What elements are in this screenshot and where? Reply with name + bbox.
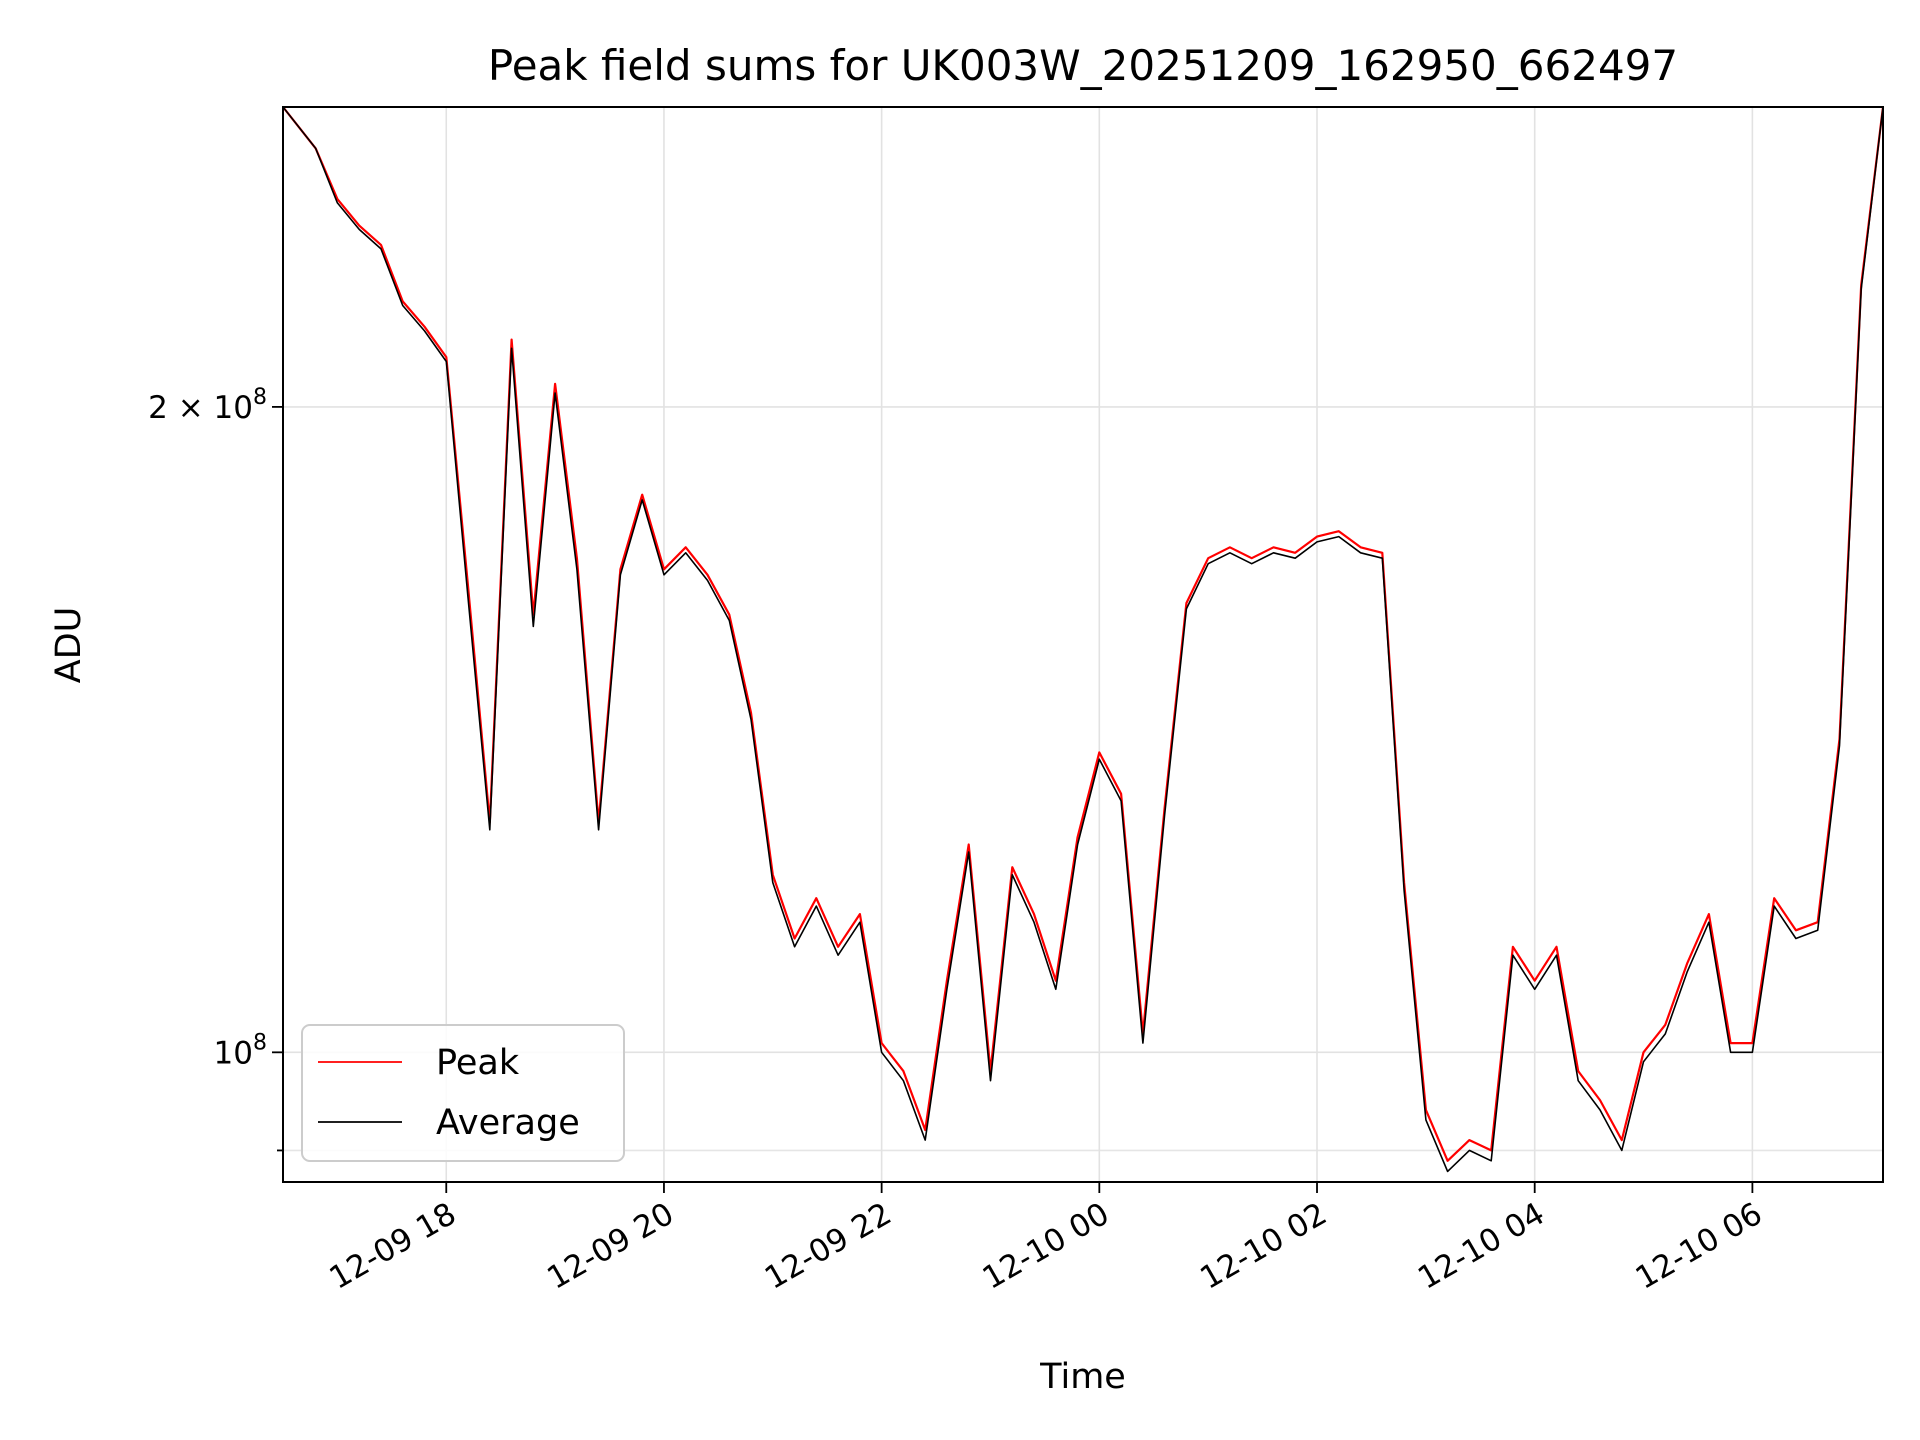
x-tick-label: 12-09 20 [541, 1196, 680, 1297]
x-tick-label: 12-09 18 [324, 1196, 463, 1297]
x-tick-label: 12-10 02 [1194, 1196, 1333, 1297]
series-lines [282, 106, 1885, 1173]
legend-label-peak: Peak [436, 1043, 520, 1083]
y-tick-base: 2 × 10 [148, 390, 253, 426]
gridlines [283, 107, 1883, 1182]
x-tick-label: 12-10 06 [1630, 1196, 1769, 1297]
x-tick-label: 12-09 22 [759, 1196, 898, 1297]
x-axis-ticks: 12-09 18 12-09 20 12-09 22 12-10 00 12-10 02… [324, 1182, 1769, 1297]
chart-title: Peak field sums for UK003W_20251209_1629… [488, 41, 1678, 90]
y-tick-exponent: 8 [253, 385, 267, 410]
legend-label-average: Average [436, 1103, 580, 1143]
y-tick-label: 108 [214, 1030, 267, 1071]
y-tick-base: 10 [214, 1035, 253, 1071]
series-line-average [282, 106, 1884, 1173]
x-tick-label: 12-10 00 [977, 1196, 1116, 1297]
y-axis-label: ADU [49, 607, 89, 684]
x-tick-label: 12-10 04 [1412, 1196, 1551, 1297]
x-axis-label: Time [1039, 1357, 1126, 1397]
y-tick-exponent: 8 [253, 1030, 267, 1055]
y-tick-label: 2 × 108 [148, 385, 267, 426]
plot-area-frame [282, 106, 1884, 1183]
series-line-peak [282, 106, 1885, 1162]
legend-box [301, 1024, 625, 1162]
legend: Peak Average [301, 1024, 625, 1162]
